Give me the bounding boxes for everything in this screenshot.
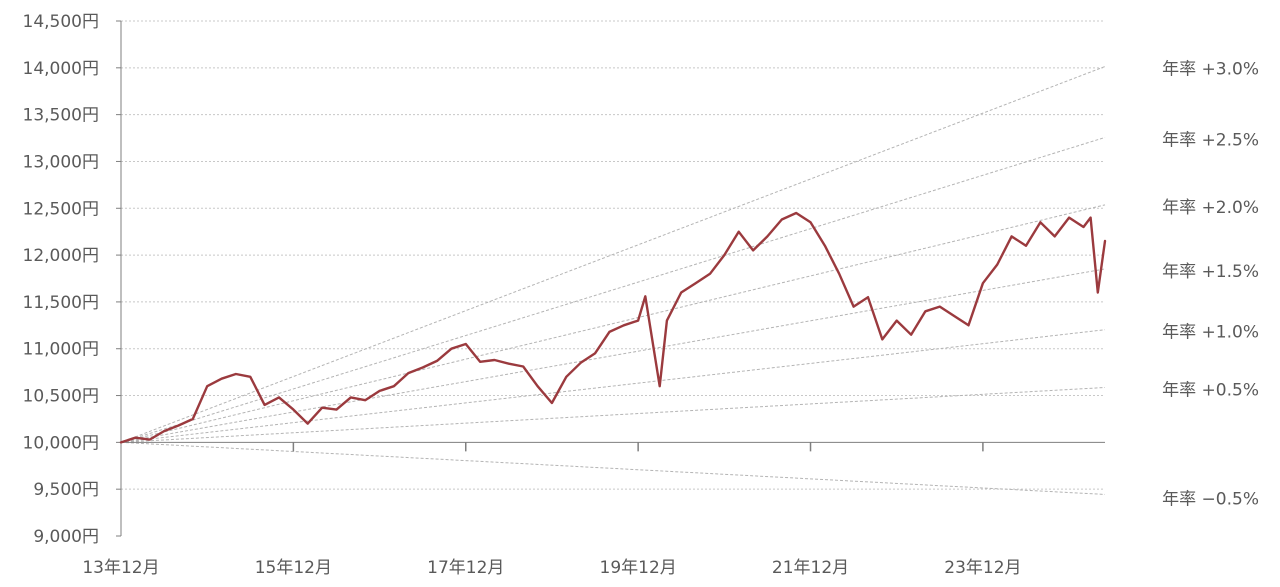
y-tick-labels: 9,000円 9,500円 10,000円 10,500円 11,000円 11,500円… bbox=[23, 12, 99, 547]
y-tick-label: 9,000円 bbox=[33, 527, 99, 547]
x-tick-labels: 13年12月 15年12月 17年12月 19年12月 21年12月 23年12月 bbox=[82, 558, 1021, 578]
reference-lines bbox=[120, 66, 1106, 495]
y-tick-label: 12,000円 bbox=[23, 246, 99, 266]
x-tick-label: 23年12月 bbox=[944, 558, 1021, 578]
reference-line bbox=[120, 329, 1106, 443]
x-tick-label: 13年12月 bbox=[82, 558, 159, 578]
x-tick-label: 15年12月 bbox=[255, 558, 332, 578]
price-series-line bbox=[119, 211, 1107, 444]
y-tick-label: 10,000円 bbox=[23, 433, 99, 453]
reference-line bbox=[120, 136, 1106, 443]
x-tick-label: 21年12月 bbox=[772, 558, 849, 578]
rate-label: 年率 +2.5% bbox=[1162, 130, 1259, 150]
rate-label: 年率 +2.0% bbox=[1162, 198, 1259, 218]
y-tick-label: 9,500円 bbox=[33, 480, 99, 500]
y-tick-label: 14,500円 bbox=[23, 12, 99, 32]
reference-line bbox=[120, 66, 1106, 443]
y-tick-label: 10,500円 bbox=[23, 387, 99, 407]
y-tick-label: 11,000円 bbox=[23, 340, 99, 360]
x-tick-label: 17年12月 bbox=[427, 558, 504, 578]
y-tick-label: 12,500円 bbox=[23, 199, 99, 219]
rate-label: 年率 +3.0% bbox=[1162, 60, 1259, 80]
y-tick-label: 13,000円 bbox=[23, 152, 99, 172]
reference-line bbox=[120, 268, 1106, 443]
y-tick-label: 13,500円 bbox=[23, 106, 99, 126]
axes bbox=[116, 20, 1105, 537]
rate-label: 年率 +1.5% bbox=[1162, 262, 1259, 282]
x-tick-label: 19年12月 bbox=[600, 558, 677, 578]
reference-line bbox=[120, 441, 1106, 495]
rate-label: 年率 +0.5% bbox=[1162, 380, 1259, 400]
reference-line bbox=[120, 204, 1106, 443]
reference-line bbox=[120, 386, 1106, 443]
rate-label: 年率 −0.5% bbox=[1162, 489, 1259, 509]
rate-label: 年率 +1.0% bbox=[1162, 323, 1259, 343]
y-tick-label: 14,000円 bbox=[23, 59, 99, 79]
rate-labels: 年率 +3.0% 年率 +2.5% 年率 +2.0% 年率 +1.5% 年率 +1.0%… bbox=[1162, 60, 1259, 510]
y-tick-label: 11,500円 bbox=[23, 293, 99, 313]
series bbox=[119, 211, 1107, 444]
gridlines bbox=[121, 20, 1105, 490]
